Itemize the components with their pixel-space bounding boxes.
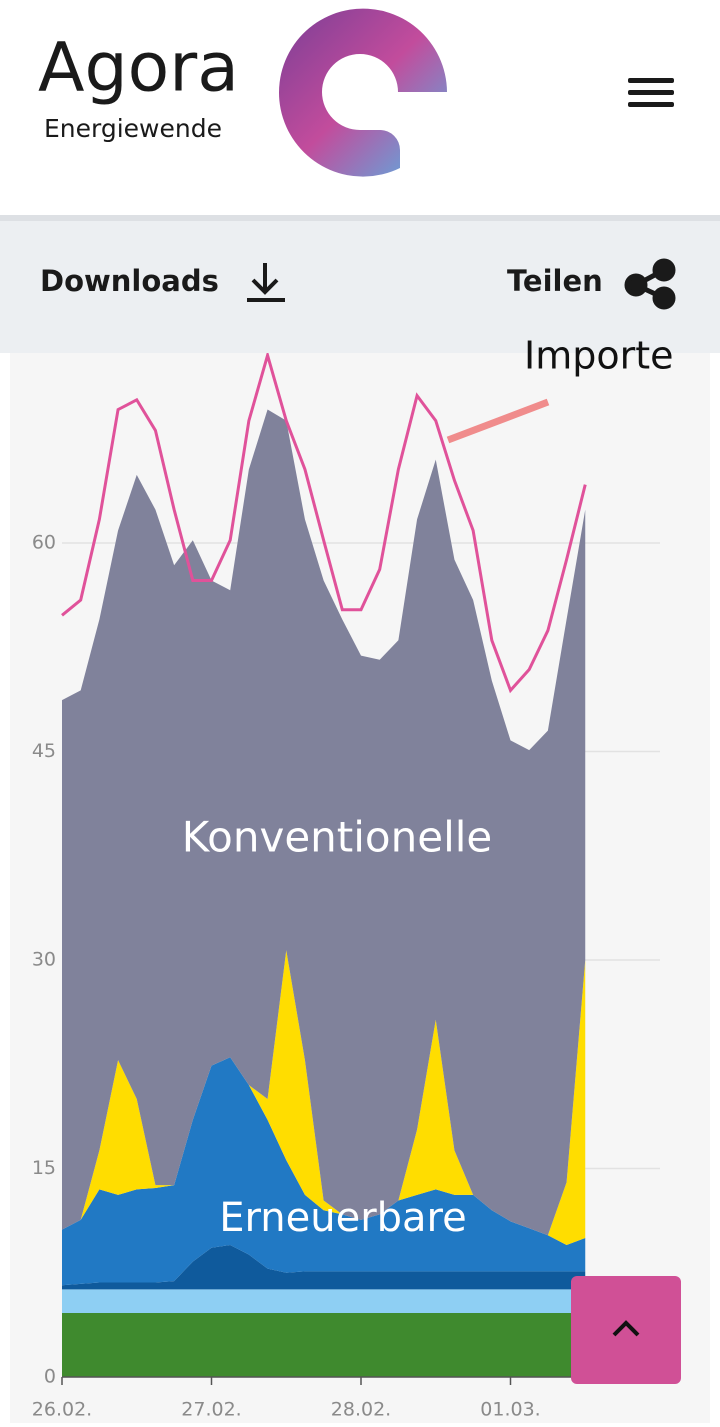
- y-tick-label: 0: [44, 1366, 56, 1388]
- tagline: Energiewende: [44, 114, 222, 143]
- logo: [279, 8, 447, 177]
- area: [62, 1289, 586, 1314]
- x-tick-label: 28.02.: [331, 1399, 391, 1421]
- toolbar-shadow: [0, 215, 720, 221]
- downloads-button[interactable]: Downloads: [40, 263, 285, 302]
- area: [62, 1313, 586, 1377]
- x-tick-label: 27.02.: [181, 1399, 241, 1421]
- x-tick-label: 26.02.: [32, 1399, 92, 1421]
- imports-label: Importe: [524, 334, 674, 378]
- x-tick-label: 01.03.: [480, 1399, 540, 1421]
- y-tick-label: 45: [32, 740, 56, 762]
- share-button[interactable]: Teilen: [507, 258, 676, 310]
- imports-line: [61, 349, 587, 694]
- menu-button[interactable]: [628, 78, 674, 107]
- y-tick-label: 60: [32, 532, 56, 554]
- area: [62, 950, 586, 1245]
- download-icon: [247, 263, 285, 302]
- brand: Agora: [38, 29, 239, 108]
- downloads-label: Downloads: [40, 264, 219, 298]
- scroll-top-button[interactable]: [571, 1276, 681, 1384]
- annotation: Erneuerbare: [219, 1195, 466, 1241]
- imports-arrow: [446, 398, 550, 444]
- toolbar: [0, 215, 720, 353]
- y-tick-label: 15: [32, 1157, 56, 1179]
- share-label: Teilen: [507, 264, 603, 298]
- y-tick-label: 30: [32, 949, 56, 971]
- share-icon: [624, 258, 676, 310]
- area: [62, 1244, 586, 1290]
- area: [62, 409, 586, 1236]
- area: [62, 1057, 586, 1286]
- series-label: Konventionelle: [182, 813, 493, 862]
